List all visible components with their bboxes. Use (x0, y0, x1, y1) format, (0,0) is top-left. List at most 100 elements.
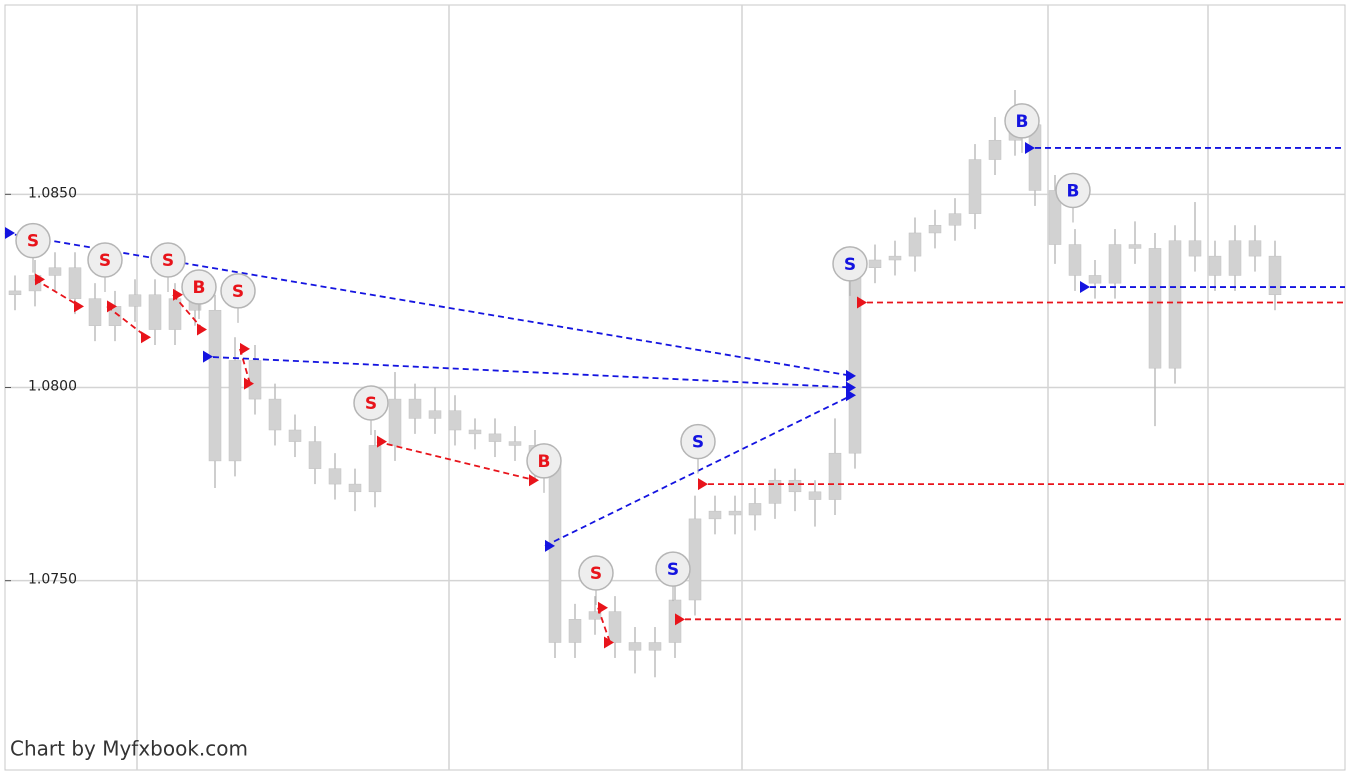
trade-marker (181, 269, 217, 305)
y-tick-label: 1.0800 (28, 379, 77, 395)
arrow-head (74, 300, 84, 313)
candle-body (608, 611, 622, 643)
candle-body (548, 464, 562, 643)
arrow-head (698, 478, 708, 491)
trade-marker-label: B (538, 452, 551, 472)
arrow-head (1080, 281, 1090, 294)
trade-marker (526, 443, 562, 479)
arrow-head (545, 539, 555, 552)
arrow-head (5, 226, 15, 239)
candle-body (8, 290, 22, 296)
trade-marker (353, 385, 389, 421)
candle-body (748, 503, 762, 516)
trade-marker-label: S (590, 564, 602, 584)
candle-body (788, 479, 802, 493)
candle-body (1068, 244, 1082, 276)
candle-body (328, 468, 342, 485)
arrow-head (173, 288, 183, 301)
candle-body (228, 360, 242, 462)
candle-body (768, 479, 782, 504)
candle-body (88, 298, 102, 326)
candle-body (508, 441, 522, 446)
y-tick-label: 1.0750 (28, 572, 77, 588)
arrow-head (197, 323, 207, 336)
trade-marker-label: S (692, 433, 704, 453)
arrow-head (846, 369, 856, 382)
grid: 1.0850 1.0800 1.0750 (5, 5, 1345, 770)
arrow-head (141, 331, 151, 344)
candle-body (128, 294, 142, 307)
candle-body (1128, 244, 1142, 249)
trade-marker (150, 242, 186, 278)
trade-line (106, 305, 148, 338)
candle-body (48, 267, 62, 276)
trade-marker (832, 246, 868, 282)
candle-body (388, 398, 402, 446)
candle-body (588, 611, 602, 620)
candle-body (1228, 240, 1242, 276)
trade-marker-label: B (193, 278, 206, 298)
trade-marker (680, 423, 716, 460)
trade-marker-label: S (844, 255, 856, 275)
candle-body (1268, 255, 1282, 296)
arrow-head (203, 350, 213, 363)
trade-line (34, 278, 81, 308)
trade-line (239, 348, 251, 384)
candle-body (968, 159, 982, 214)
candle-body (268, 398, 282, 431)
trade-marker-label: S (27, 232, 39, 252)
trade-marker (15, 222, 51, 259)
candle-body (908, 232, 922, 257)
candle-body (568, 619, 582, 643)
candle-body (408, 398, 422, 419)
candle-body (1088, 275, 1102, 284)
arrow-head (846, 389, 856, 402)
trade-line (172, 294, 204, 331)
candle-body (688, 518, 702, 601)
candle-body (148, 294, 162, 330)
arrow-head (675, 613, 685, 626)
candle-body (368, 445, 382, 493)
candle-body (68, 267, 82, 299)
candle-body (1148, 248, 1162, 369)
candle-body (288, 429, 302, 442)
trade-line (202, 355, 853, 389)
trade-marker (220, 273, 256, 309)
arrow-head (857, 296, 867, 309)
candle-body (808, 491, 822, 500)
candle-body (888, 255, 902, 261)
candle-body (488, 433, 502, 442)
candle-body (628, 642, 642, 651)
arrow-head (35, 273, 45, 286)
arrow-head (107, 300, 117, 313)
candle-body (828, 452, 842, 500)
trade-line (597, 607, 611, 643)
candle-body (468, 429, 482, 435)
arrow-head (846, 381, 856, 394)
arrow-head (598, 601, 608, 614)
candle-body (1108, 244, 1122, 284)
trade-marker (1004, 103, 1040, 139)
trade-line (4, 232, 853, 377)
arrow-head (1025, 141, 1035, 154)
candle-body (848, 267, 862, 454)
candles (8, 90, 1282, 678)
trade-marker-label: B (1067, 181, 1080, 201)
candle-body (948, 213, 962, 226)
candle-body (708, 510, 722, 520)
candle-body (1248, 240, 1262, 257)
candle-body (868, 259, 882, 268)
candle-body (428, 410, 442, 419)
trade-marker-label: S (365, 394, 377, 414)
arrow-head (604, 636, 614, 649)
y-tick-label: 1.0850 (28, 185, 77, 201)
arrow-head (240, 342, 250, 355)
candle-body (1188, 240, 1202, 257)
candle-body (928, 224, 942, 234)
arrow-head (529, 474, 539, 487)
candle-body (308, 441, 322, 469)
candle-body (648, 642, 662, 651)
